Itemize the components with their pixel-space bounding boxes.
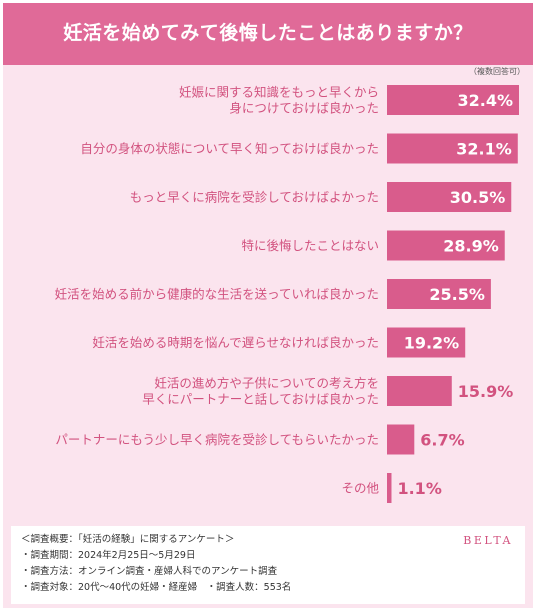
value-label-4: 28.9%	[443, 237, 499, 256]
bar-9	[387, 473, 392, 503]
bar-7	[387, 376, 452, 406]
survey-heading: ＜調査概要：「妊活の経験」に関するアンケート＞	[21, 534, 235, 545]
value-label-3: 30.5%	[450, 188, 506, 207]
value-label-7: 15.9%	[458, 382, 514, 401]
value-label-2: 32.1%	[456, 140, 512, 159]
survey-target: ・調査対象：20代〜40代の妊婦・経産婦 ・調査人数：553名	[21, 582, 292, 593]
bar-2	[387, 133, 518, 164]
chart-title: 妊活を始めてみて後悔したことはありますか？	[63, 22, 473, 44]
value-label-1: 32.4%	[457, 91, 513, 110]
value-label-5: 25.5%	[429, 285, 485, 304]
category-label-8: パートナーにもう少し早く病院を受診してもらいたかった	[55, 432, 379, 447]
infographic: 妊活を始めてみて後悔したことはありますか？ （複数回答可） 妊娠に関する知識をも…	[3, 3, 533, 608]
title-banner: 妊活を始めてみて後悔したことはありますか？	[3, 3, 533, 65]
bar-5	[387, 279, 491, 309]
category-label-2: 自分の身体の状態について早く知っておけば良かった	[80, 141, 379, 156]
category-label-3: もっと早くに病院を受診しておけばよかった	[130, 190, 379, 205]
category-label-5: 妊活を始める前から健康的な生活を送っていれば良かった	[55, 287, 379, 302]
survey-period: ・調査期間：2024年2月25日〜5月29日	[21, 550, 196, 561]
category-label-4: 特に後悔したことはない	[241, 238, 379, 253]
bar-chart: 妊娠に関する知識をもっと早くから身につけておけば良かった 32.4% 自分の身体の状…	[55, 85, 519, 503]
bar-3	[387, 182, 512, 212]
bar-8	[387, 424, 415, 455]
bar-4	[387, 230, 505, 261]
bar-1	[387, 85, 519, 115]
bar-6	[387, 327, 466, 358]
value-label-8: 6.7%	[420, 431, 464, 450]
value-label-6: 19.2%	[404, 334, 460, 353]
survey-method: ・調査方法：オンライン調査・産婦人科でのアンケート調査	[21, 566, 278, 577]
category-label-9: その他	[341, 481, 379, 496]
category-label-6: 妊活を始める時期を悩んで遅らせなければ良かった	[92, 335, 379, 350]
category-label-1: 妊娠に関する知識をもっと早くから身につけておけば良かった	[179, 85, 379, 116]
multiple-answer-note: （複数回答可）	[469, 67, 525, 76]
value-label-9: 1.1%	[397, 479, 441, 498]
survey-overview-box: ＜調査概要：「妊活の経験」に関するアンケート＞ ・調査期間：2024年2月25日…	[11, 526, 525, 604]
category-label-7: 妊活の進め方や子供についての考え方を早くにパートナーと話しておけば良かった	[142, 376, 379, 407]
brand-logo: BELTA	[463, 534, 513, 547]
survey-details: ＜調査概要：「妊活の経験」に関するアンケート＞ ・調査期間：2024年2月25日…	[21, 532, 291, 596]
